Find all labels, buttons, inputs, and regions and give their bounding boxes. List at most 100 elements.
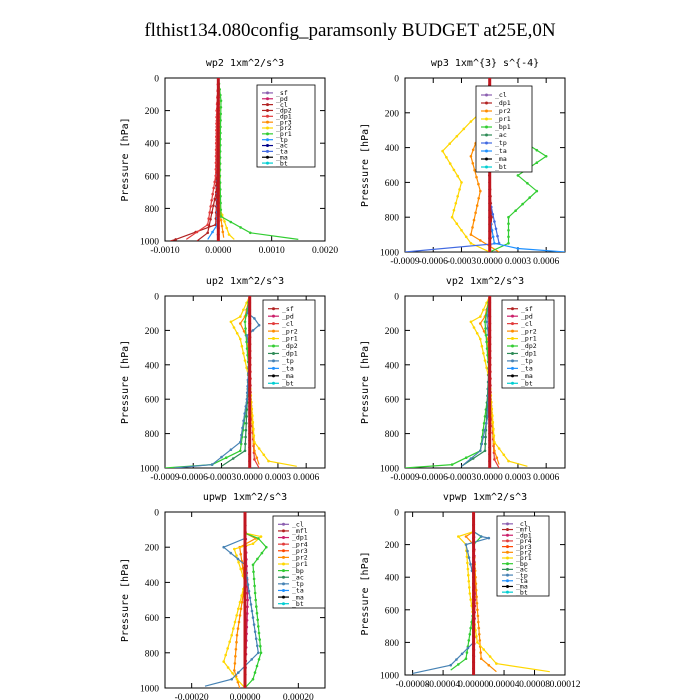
legend-label: _cl	[276, 101, 288, 109]
series-marker	[480, 442, 484, 446]
series-marker	[475, 204, 479, 207]
series-marker	[479, 535, 483, 538]
legend-marker	[282, 522, 285, 526]
legend: _sf_pd_cl_pr2_pr1_dp2_dp1_tp_ta_ma_bt	[501, 299, 555, 389]
series-marker	[253, 317, 256, 320]
series-marker	[469, 598, 473, 601]
series-marker	[487, 663, 491, 667]
series-marker	[235, 332, 239, 335]
x-tick-label: 0.0003	[505, 473, 531, 483]
series-marker	[253, 671, 257, 674]
series-marker	[495, 456, 499, 460]
series-marker	[467, 556, 471, 559]
x-tick-label: 0.0000	[205, 246, 231, 256]
legend-label: _pr2	[276, 124, 292, 132]
legend-marker	[506, 533, 509, 537]
y-tick-label: 600	[385, 179, 400, 189]
series-marker	[471, 162, 475, 165]
series-marker	[507, 242, 510, 245]
legend-label: _ta	[292, 587, 304, 595]
legend-label: _ma	[282, 372, 294, 380]
legend-marker	[266, 138, 269, 142]
y-tick-label: 400	[385, 144, 400, 154]
series-marker	[495, 662, 498, 665]
x-tick-label: 0.00000	[230, 693, 261, 700]
series-marker	[246, 591, 249, 595]
series-group	[170, 78, 299, 241]
x-tick-label: 0.00004	[489, 680, 520, 690]
series-marker	[214, 168, 218, 171]
series-marker	[448, 162, 452, 165]
y-tick-label: 400	[385, 574, 400, 584]
series-marker	[214, 174, 217, 178]
chart-panel-3: up2 1xm^2/s^302004006008001000-0.0009-0.…	[120, 276, 326, 483]
series-line-tp	[204, 512, 259, 687]
x-tick-label: 0.0020	[312, 246, 338, 256]
series-marker	[452, 168, 456, 172]
x-tick-label: 0.0003	[265, 473, 291, 483]
series-line-dp2	[405, 296, 491, 468]
legend-marker	[506, 550, 509, 554]
series-marker	[239, 337, 242, 341]
x-tick-label: -0.00004	[426, 680, 460, 690]
legend-label: _pr2	[495, 107, 511, 115]
series-marker	[493, 220, 496, 223]
legend-marker	[266, 103, 269, 107]
series-marker	[239, 315, 242, 318]
series-marker	[516, 247, 520, 250]
series-marker	[476, 608, 479, 612]
legend-marker	[272, 351, 275, 355]
series-marker	[235, 640, 238, 644]
legend-marker	[266, 155, 269, 159]
series-marker	[479, 657, 483, 660]
axes-frame	[164, 295, 326, 469]
legend-label: _tp	[292, 580, 304, 588]
series-marker	[195, 230, 199, 234]
legend-label: _dp1	[282, 350, 298, 358]
figure-title: flthist134.080config_paramsonly BUDGET a…	[144, 20, 556, 41]
legend-label: _ma	[521, 372, 533, 380]
x-tick-label: 0.0006	[533, 473, 559, 483]
series-marker	[507, 229, 510, 232]
series-marker	[255, 611, 259, 615]
legend-label: _ma	[292, 593, 304, 601]
y-tick-label: 800	[385, 214, 400, 224]
series-marker	[250, 609, 254, 613]
y-tick-label: 800	[145, 205, 160, 215]
series-marker	[244, 428, 248, 432]
series-marker	[455, 658, 458, 661]
y-tick-label: 400	[145, 140, 160, 150]
series-marker	[471, 148, 475, 152]
legend-label: _pr1	[495, 115, 511, 123]
legend-marker	[282, 555, 285, 559]
series-marker	[210, 211, 214, 214]
series-marker	[469, 457, 473, 460]
series-marker	[257, 323, 261, 327]
series-marker	[466, 646, 470, 650]
series-marker	[232, 627, 235, 630]
series-marker	[245, 422, 248, 425]
series-marker	[245, 415, 248, 418]
series-marker	[448, 142, 452, 145]
series-marker	[475, 595, 478, 599]
legend-label: _pd	[521, 312, 533, 320]
series-marker	[485, 340, 488, 344]
legend-label: _sf	[521, 305, 533, 313]
series-marker	[493, 242, 496, 245]
series-marker	[460, 652, 464, 656]
series-line-tp	[412, 512, 489, 674]
legend-label: _pr3	[276, 118, 292, 126]
legend-marker	[282, 569, 285, 573]
series-marker	[206, 231, 209, 235]
series-marker	[255, 644, 259, 648]
series-marker	[484, 327, 487, 330]
series-marker	[244, 405, 248, 408]
legend-marker	[511, 374, 514, 378]
legend-marker	[282, 549, 285, 553]
series-marker	[211, 230, 214, 234]
series-marker	[242, 330, 246, 333]
series-marker	[246, 605, 249, 609]
series-marker	[464, 456, 468, 460]
legend-marker	[282, 595, 285, 599]
y-tick-label: 800	[145, 430, 160, 440]
